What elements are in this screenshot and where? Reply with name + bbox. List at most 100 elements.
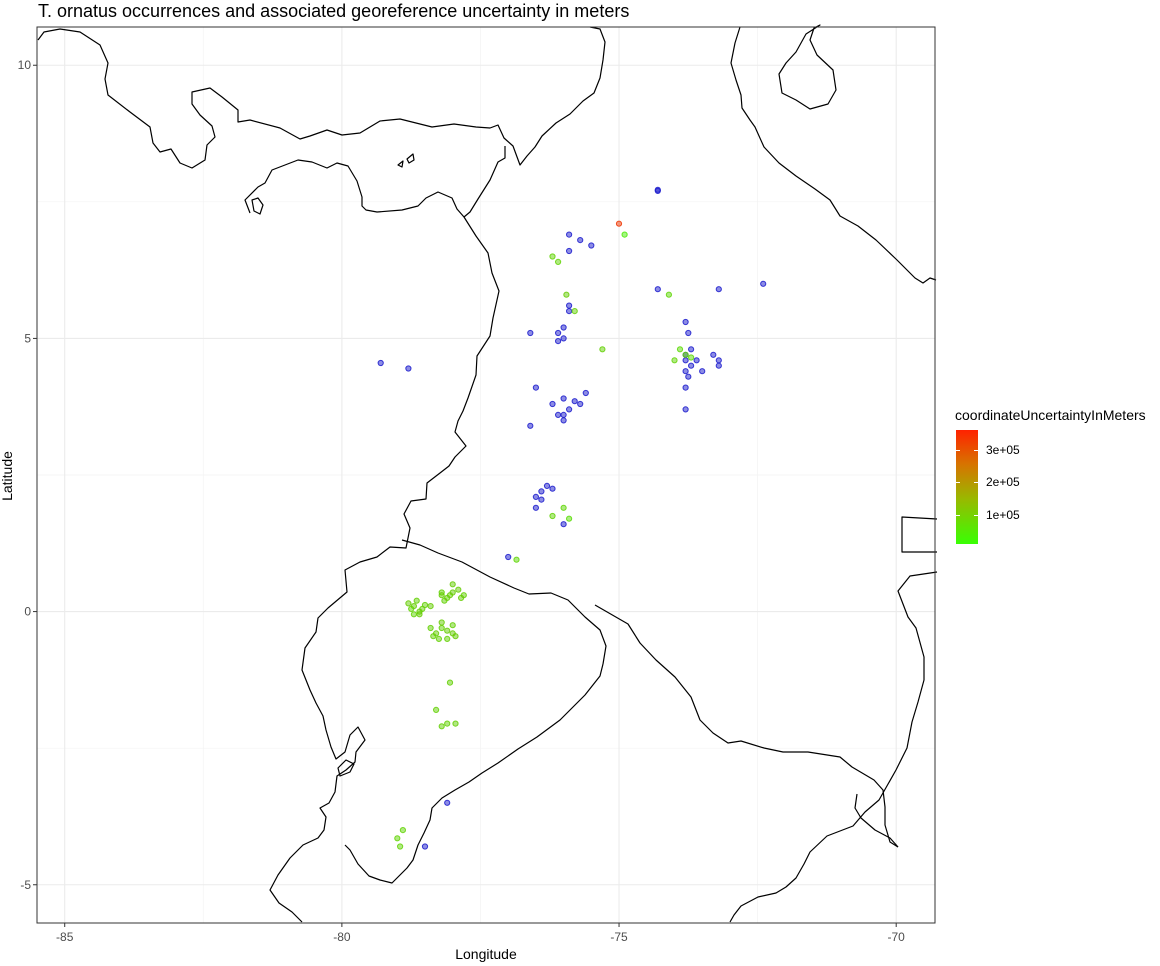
occurrence-point xyxy=(560,395,567,402)
occurrence-point xyxy=(599,346,606,353)
occurrence-point xyxy=(682,368,689,375)
occurrence-point xyxy=(715,357,722,364)
coastlines xyxy=(37,24,938,923)
occurrence-point xyxy=(449,622,456,629)
occurrence-point xyxy=(441,597,448,604)
x-tick-label: -75 xyxy=(610,930,628,944)
occurrence-point xyxy=(563,291,570,298)
occurrence-point xyxy=(399,827,406,834)
occurrence-point xyxy=(438,589,445,596)
y-axis-title: Latitude xyxy=(0,451,15,501)
occurrence-point xyxy=(715,286,722,293)
occurrence-point xyxy=(682,406,689,413)
occurrence-point xyxy=(377,359,384,367)
occurrence-point xyxy=(560,417,567,424)
x-tick-label: -70 xyxy=(888,930,906,944)
occurrence-point xyxy=(532,384,540,391)
occurrence-point xyxy=(505,553,512,561)
occurrence-point xyxy=(532,493,540,500)
occurrence-point xyxy=(513,556,520,563)
occurrence-point xyxy=(760,280,767,287)
occurrence-point xyxy=(682,384,689,391)
legend: coordinateUncertaintyInMeters 1e+05 2e+05… xyxy=(955,407,1146,544)
occurrence-point xyxy=(682,318,689,326)
occurrence-point xyxy=(421,843,429,850)
occurrence-point xyxy=(438,624,445,632)
border-colombia-peru xyxy=(594,604,899,848)
occurrence-point xyxy=(688,354,695,361)
occurrence-point xyxy=(394,835,401,842)
border-ecuador-peru-colombia xyxy=(401,539,607,665)
occurrence-point xyxy=(665,291,673,298)
island-pearl xyxy=(397,153,415,168)
legend-tick-mark xyxy=(974,514,978,516)
occurrence-point xyxy=(560,324,567,331)
chart-title: T. ornatus occurrences and associated ge… xyxy=(38,1,630,21)
island-coiba xyxy=(251,197,264,215)
occurrence-point xyxy=(676,346,684,353)
occurrence-point xyxy=(715,362,722,369)
occurrence-point xyxy=(538,488,545,495)
occurrence-points xyxy=(377,186,767,850)
occurrence-point xyxy=(405,365,412,372)
island-puna xyxy=(337,759,355,777)
coastline-south-america-pacific xyxy=(269,216,500,923)
grid-major xyxy=(37,27,935,923)
y-axis-ticks: -5 0 5 10 xyxy=(18,58,37,892)
occurrence-point xyxy=(555,338,562,345)
occurrence-point xyxy=(555,329,562,337)
y-tick-label: 5 xyxy=(24,331,31,345)
occurrence-point xyxy=(577,237,584,244)
grid-minor xyxy=(37,27,935,923)
occurrence-point xyxy=(671,357,678,364)
occurrence-point xyxy=(549,400,556,408)
occurrence-point xyxy=(549,485,556,492)
occurrence-point xyxy=(527,329,534,337)
legend-tick-label: 1e+05 xyxy=(986,507,1020,522)
occurrence-point xyxy=(560,521,567,528)
occurrence-point xyxy=(433,706,440,714)
occurrence-point xyxy=(458,594,465,602)
lake-maracaibo xyxy=(778,24,837,110)
coastline-south-america-east xyxy=(854,793,899,848)
occurrence-point xyxy=(566,231,573,238)
occurrence-point xyxy=(621,231,628,238)
occurrence-point xyxy=(527,422,534,429)
occurrence-point xyxy=(435,635,442,643)
occurrence-point xyxy=(444,720,451,727)
occurrence-point xyxy=(566,302,573,309)
occurrence-point xyxy=(446,592,454,599)
occurrence-point xyxy=(615,220,623,227)
occurrence-point xyxy=(444,627,451,634)
occurrence-point xyxy=(560,504,567,511)
occurrence-point xyxy=(688,362,695,369)
occurrence-point xyxy=(444,799,451,806)
occurrence-point xyxy=(549,253,556,260)
occurrence-point xyxy=(416,611,423,618)
occurrence-point xyxy=(538,496,545,503)
occurrence-point xyxy=(560,335,567,342)
occurrence-point xyxy=(452,633,459,640)
occurrence-point xyxy=(408,605,415,613)
coastline-lake-maracaibo xyxy=(730,26,937,284)
occurrence-point xyxy=(588,242,595,249)
occurrence-point xyxy=(427,624,434,632)
coastline-central-america-south xyxy=(244,146,506,218)
x-axis-ticks: -85 -80 -75 -70 xyxy=(56,923,905,944)
occurrence-point xyxy=(582,389,589,397)
legend-tick-label: 2e+05 xyxy=(986,475,1020,490)
x-axis-title: Longitude xyxy=(455,946,517,962)
occurrence-point xyxy=(682,357,689,364)
legend-tick-mark xyxy=(956,449,960,451)
occurrence-point xyxy=(421,601,429,609)
occurrence-point xyxy=(427,603,434,610)
occurrence-point xyxy=(543,482,551,489)
legend-tick-mark xyxy=(956,514,960,516)
occurrence-point xyxy=(438,619,445,626)
occurrence-point xyxy=(654,186,661,193)
border-ecuador-peru-south xyxy=(344,663,604,884)
occurrence-point xyxy=(688,346,695,353)
occurrence-point xyxy=(685,373,692,380)
occurrence-point xyxy=(699,368,706,375)
